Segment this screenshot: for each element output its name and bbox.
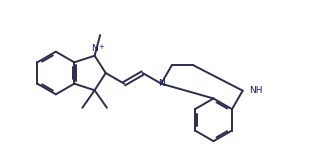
- Text: N: N: [158, 79, 165, 88]
- Text: NH: NH: [249, 86, 262, 95]
- Text: N: N: [91, 44, 98, 53]
- Text: +: +: [98, 44, 104, 50]
